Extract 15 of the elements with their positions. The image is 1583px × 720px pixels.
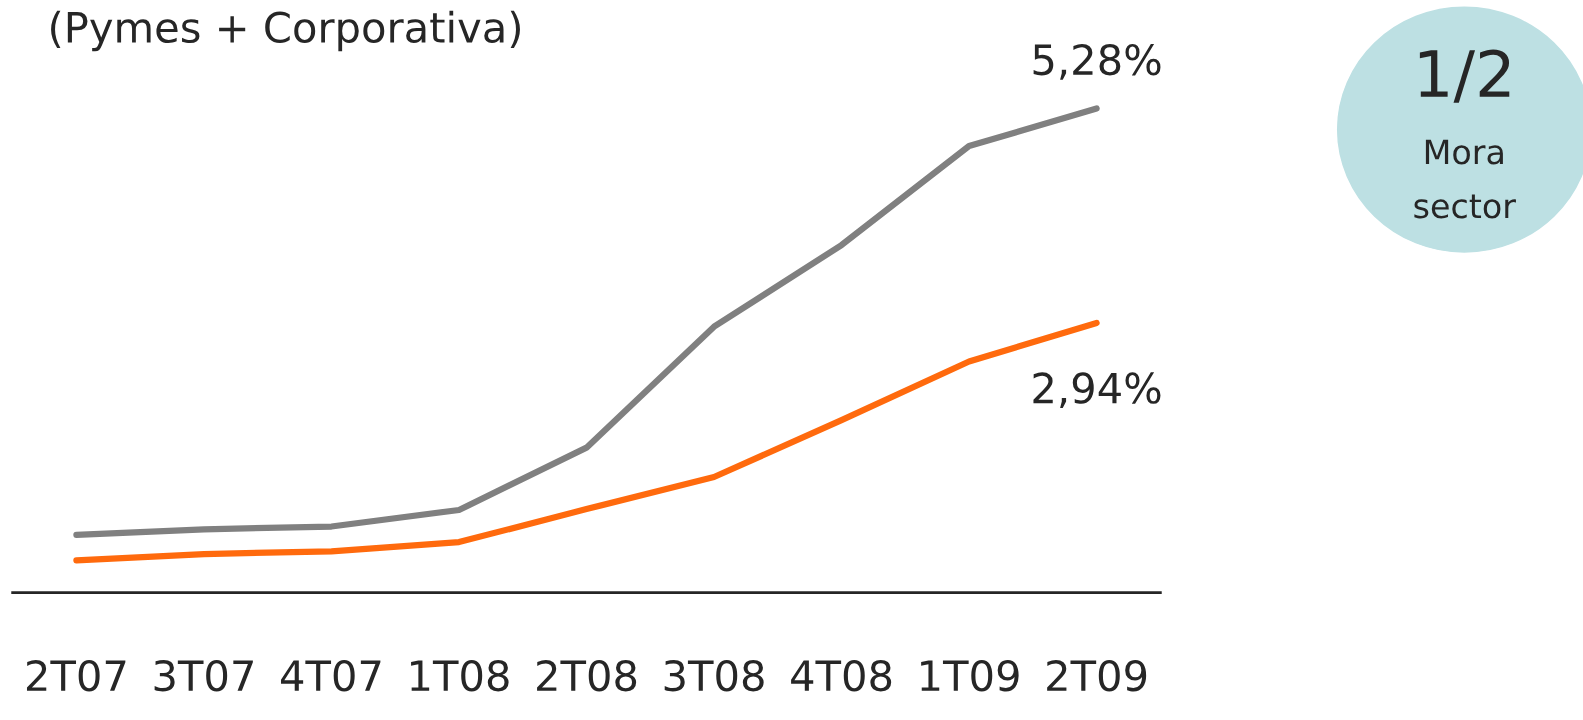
text: Mora — [1425, 139, 1503, 165]
data-label: 5,28% — [1033, 43, 1161, 80]
data-label: 2,94% — [1033, 372, 1161, 409]
x-tick-label: 2T09 — [1047, 659, 1147, 692]
x-tick-label: 2T07 — [26, 659, 126, 692]
x-tick-label: 1T09 — [921, 659, 1019, 692]
x-tick-label: 1T08 — [411, 659, 509, 692]
text: sector — [1414, 194, 1516, 219]
x-tick-label: 4T08 — [791, 659, 892, 692]
text: 1/2 — [1419, 49, 1510, 103]
x-tick-label: 4T07 — [281, 659, 381, 692]
x-tick-label: 3T07 — [154, 659, 253, 692]
x-tick-label: 2T08 — [537, 659, 637, 692]
x-tick-label: 3T08 — [664, 659, 764, 692]
chart-title: (Pymes + Corporativa) — [51, 10, 520, 52]
